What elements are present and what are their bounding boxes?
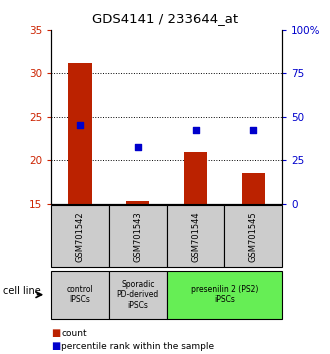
- Text: ■: ■: [51, 329, 60, 338]
- Text: GSM701542: GSM701542: [76, 211, 84, 262]
- Text: presenilin 2 (PS2)
iPSCs: presenilin 2 (PS2) iPSCs: [191, 285, 258, 304]
- Bar: [69, 63, 91, 204]
- Text: count: count: [61, 329, 87, 338]
- Text: control
IPSCs: control IPSCs: [67, 285, 93, 304]
- Text: cell line: cell line: [3, 286, 41, 296]
- Point: [77, 123, 82, 129]
- Point: [251, 127, 256, 133]
- Text: Sporadic
PD-derived
iPSCs: Sporadic PD-derived iPSCs: [116, 280, 159, 310]
- Text: GSM701545: GSM701545: [249, 211, 258, 262]
- Point: [193, 127, 198, 133]
- Text: GSM701543: GSM701543: [133, 211, 142, 262]
- Text: GSM701544: GSM701544: [191, 211, 200, 262]
- Bar: [126, 201, 149, 204]
- Text: percentile rank within the sample: percentile rank within the sample: [61, 342, 214, 351]
- Bar: [184, 152, 207, 204]
- Text: ■: ■: [51, 341, 60, 351]
- Text: GDS4141 / 233644_at: GDS4141 / 233644_at: [92, 12, 238, 25]
- Point: [135, 144, 140, 150]
- Bar: [242, 173, 265, 204]
